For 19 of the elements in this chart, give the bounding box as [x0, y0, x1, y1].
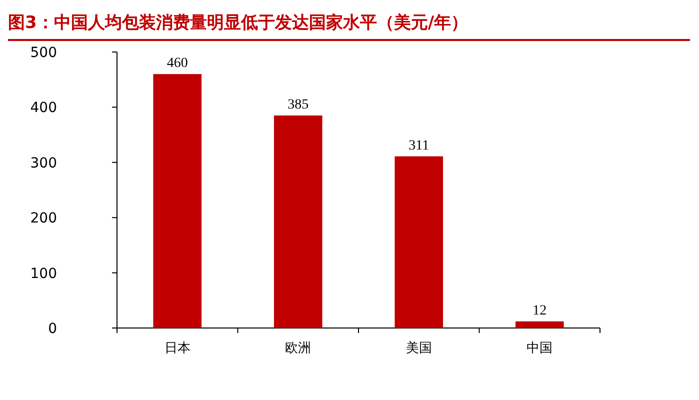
x-tick-label: 欧洲 [285, 341, 312, 356]
x-tick-label: 日本 [164, 341, 190, 356]
data-label: 385 [288, 97, 309, 112]
y-tick-label: 200 [30, 210, 57, 227]
x-tick-label: 美国 [406, 340, 432, 356]
data-label: 460 [166, 56, 188, 72]
data-label: 311 [408, 138, 430, 154]
y-tick-label: 0 [48, 321, 57, 337]
bar [153, 74, 202, 328]
y-tick-label: 400 [30, 100, 57, 116]
bar [394, 156, 444, 328]
y-tick-label: 500 [30, 45, 57, 61]
bar [515, 321, 564, 328]
y-tick-label: 100 [30, 266, 57, 282]
x-tick-label: 中国 [526, 341, 553, 356]
bar [274, 115, 322, 328]
y-tick-label: 300 [30, 155, 57, 172]
chart-title: 图3：中国人均包装消费量明显低于发达国家水平（美元/年） [8, 13, 468, 33]
data-label: 12 [532, 303, 547, 318]
